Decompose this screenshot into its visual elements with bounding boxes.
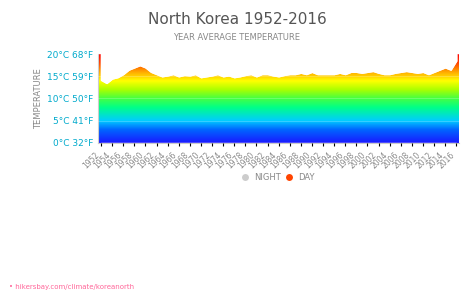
Text: North Korea 1952-2016: North Korea 1952-2016 bbox=[147, 12, 327, 27]
Text: YEAR AVERAGE TEMPERATURE: YEAR AVERAGE TEMPERATURE bbox=[173, 33, 301, 41]
Text: • hikersbay.com/climate/koreanorth: • hikersbay.com/climate/koreanorth bbox=[9, 284, 135, 290]
Y-axis label: TEMPERATURE: TEMPERATURE bbox=[34, 68, 43, 129]
Legend: NIGHT, DAY: NIGHT, DAY bbox=[239, 169, 318, 185]
